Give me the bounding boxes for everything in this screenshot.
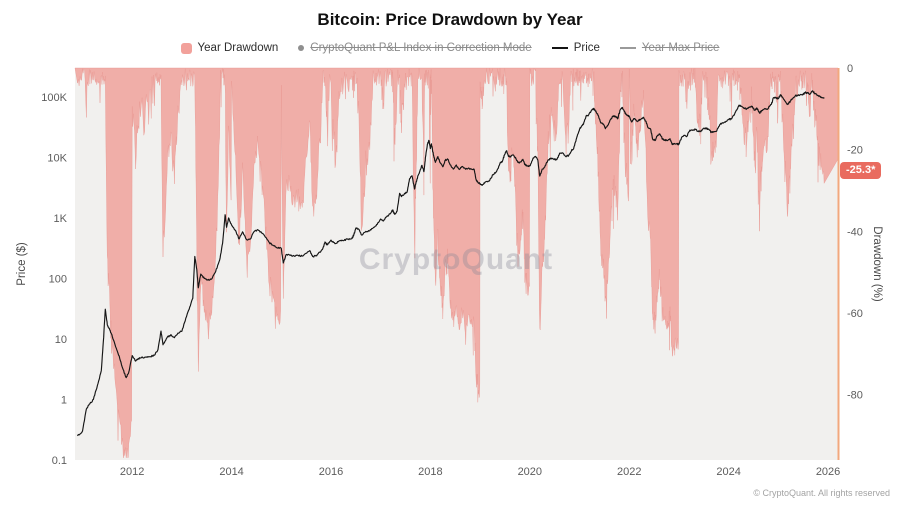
legend-item-pl-index[interactable]: CryptoQuant P&L Index in Correction Mode bbox=[298, 42, 532, 54]
drawdown-tick-label: -20 bbox=[847, 145, 863, 157]
year-max-price-swatch-icon bbox=[619, 47, 636, 49]
price-tick-label: 100 bbox=[49, 273, 67, 285]
drawdown-tick-label: -80 bbox=[847, 390, 863, 402]
legend-label: Year Max Price bbox=[641, 42, 720, 54]
drawdown-tick-label: 0 bbox=[847, 63, 853, 75]
drawdown-tick-label: -40 bbox=[847, 226, 863, 238]
copyright-footer: © CryptoQuant. All rights reserved bbox=[753, 488, 890, 498]
price-tick-label: 100K bbox=[41, 92, 67, 104]
legend-label: CryptoQuant P&L Index in Correction Mode bbox=[310, 42, 532, 54]
drawdown-axis-title: Drawdown (%) bbox=[871, 226, 883, 302]
price-axis-title: Price ($) bbox=[16, 242, 28, 286]
chart-legend: Year Drawdown CryptoQuant P&L Index in C… bbox=[0, 42, 900, 54]
price-line bbox=[77, 90, 825, 437]
price-tick-label: 1K bbox=[54, 213, 68, 225]
legend-item-year-drawdown[interactable]: Year Drawdown bbox=[180, 42, 279, 54]
current-drawdown-badge: -25.3* bbox=[840, 162, 882, 180]
legend-label: Year Drawdown bbox=[197, 42, 279, 54]
legend-item-price[interactable]: Price bbox=[551, 42, 600, 54]
legend-item-year-max-price[interactable]: Year Max Price bbox=[619, 42, 720, 54]
drawdown-tick-label: -60 bbox=[847, 308, 863, 320]
price-tick-label: 1 bbox=[61, 394, 67, 406]
pl-index-dot-icon bbox=[298, 45, 305, 51]
x-tick-label: 2014 bbox=[219, 466, 243, 478]
x-tick-label: 2022 bbox=[617, 466, 641, 478]
price-line-swatch-icon bbox=[551, 47, 568, 49]
chart-title: Bitcoin: Price Drawdown by Year bbox=[317, 10, 583, 29]
latest-marker-line bbox=[837, 68, 840, 460]
x-tick-label: 2024 bbox=[716, 466, 740, 478]
x-tick-label: 2026 bbox=[816, 466, 840, 478]
year-drawdown-swatch-icon bbox=[180, 42, 192, 54]
legend-label: Price bbox=[573, 42, 600, 54]
x-tick-label: 2018 bbox=[418, 466, 442, 478]
x-tick-label: 2020 bbox=[518, 466, 542, 478]
price-tick-label: 10K bbox=[47, 152, 67, 164]
year-drawdown-area bbox=[74, 67, 839, 459]
x-tick-label: 2012 bbox=[120, 466, 144, 478]
x-tick-label: 2016 bbox=[319, 466, 343, 478]
price-tick-label: 0.1 bbox=[52, 455, 67, 467]
price-tick-label: 10 bbox=[55, 334, 67, 346]
